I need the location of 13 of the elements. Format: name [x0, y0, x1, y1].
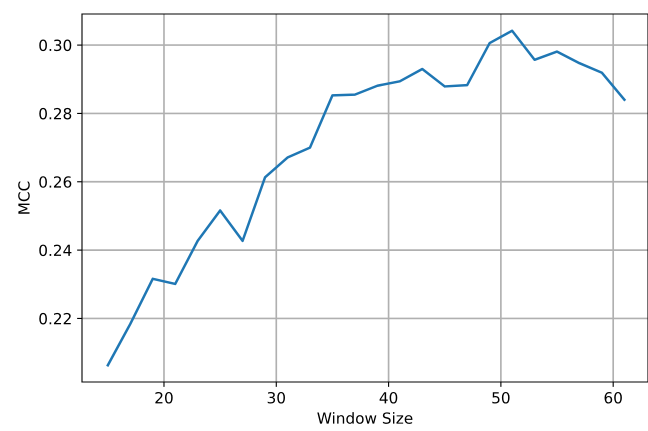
x-tick-label: 60 [604, 392, 622, 404]
y-tick-label: 0.26 [39, 176, 72, 188]
x-axis-title: Window Size [317, 412, 412, 424]
y-tick-label: 0.30 [39, 40, 72, 52]
y-axis-title: MCC [18, 182, 30, 214]
x-tick-label: 30 [268, 392, 285, 404]
y-tick-label: 0.24 [39, 244, 72, 256]
y-tick-label: 0.28 [39, 108, 72, 120]
line-series [106, 29, 626, 367]
x-tick-label: 40 [380, 392, 398, 404]
y-tick-label: 0.22 [39, 312, 71, 324]
x-tick-label: 20 [155, 392, 173, 404]
x-tick-label: 50 [492, 392, 510, 404]
